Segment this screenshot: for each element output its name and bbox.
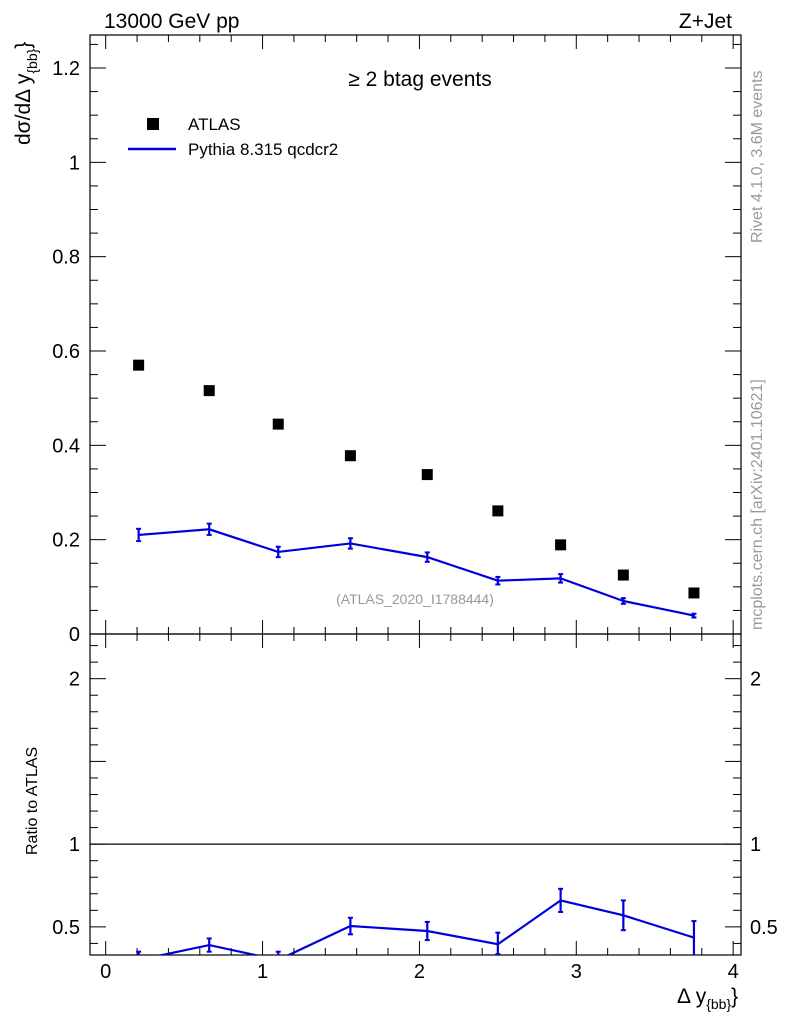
x-tick-label: 4 — [728, 961, 739, 983]
ratio-panel: Ratio to ATLAS Δ y{bb}} — [24, 747, 738, 1012]
main-y-tick-label: 0.2 — [52, 530, 80, 552]
legend-atlas-label: ATLAS — [188, 115, 241, 134]
atlas-data-point — [688, 587, 700, 599]
main-y-tick-label: 0.8 — [52, 247, 80, 269]
ratio-series-line — [156, 899, 695, 955]
atlas-data-point — [617, 569, 629, 581]
ratio-y-tick-label-left: 0.5 — [52, 917, 80, 939]
main-y-axis-label: dσ/dΔ y{bb}} — [12, 42, 40, 145]
rivet-version-label: Rivet 4.1.0, 3.6M events — [749, 70, 766, 243]
main-y-tick-label: 0.4 — [52, 435, 80, 457]
main-y-axis-label-text: dσ/dΔ y — [12, 73, 35, 145]
header-energy-label: 13000 GeV pp — [104, 10, 239, 33]
legend-atlas-marker — [147, 118, 159, 130]
ratio-panel-frame — [89, 633, 742, 956]
ratio-y-axis-label: Ratio to ATLAS — [24, 747, 41, 855]
analysis-watermark: (ATLAS_2020_I1788444) — [336, 591, 494, 607]
main-plot-area — [133, 359, 700, 619]
atlas-data-point — [421, 469, 433, 481]
main-y-axis-label-close: } — [12, 42, 35, 49]
x-axis-label-subscript: {bb} — [706, 996, 731, 1012]
x-tick-label: 1 — [257, 961, 268, 983]
atlas-data-point — [344, 450, 356, 462]
x-tick-label: 2 — [414, 961, 425, 983]
atlas-data-point — [492, 505, 504, 517]
main-y-tick-label: 1.2 — [52, 58, 80, 80]
mcplots-reference-label: mcplots.cern.ch [arXiv:2401.10621] — [749, 379, 766, 630]
ratio-y-tick-label-left: 2 — [69, 669, 80, 691]
main-panel: ≥ 2 btag events (ATLAS_2020_I1788444) dσ… — [12, 42, 494, 607]
atlas-data-point — [555, 539, 567, 551]
ratio-y-tick-label-left: 1 — [69, 834, 80, 856]
main-y-tick-label: 0.6 — [52, 341, 80, 363]
ratio-y-tick-label-right: 2 — [750, 669, 761, 691]
x-axis-label-text: Δ y — [677, 985, 707, 1008]
x-axis-label: Δ y{bb}} — [677, 985, 738, 1012]
ratio-y-tick-label-right: 0.5 — [750, 917, 778, 939]
main-y-tick-label: 1 — [69, 152, 80, 174]
x-tick-label: 3 — [571, 961, 582, 983]
ratio-y-tick-label-right: 1 — [750, 834, 761, 856]
atlas-data-point — [133, 359, 145, 371]
main-panel-title: ≥ 2 btag events — [348, 68, 491, 91]
x-tick-label: 0 — [100, 961, 111, 983]
x-axis-label-close: } — [731, 985, 738, 1008]
main-y-axis-label-subscript: {bb} — [24, 48, 40, 73]
legend-pythia-label: Pythia 8.315 qcdcr2 — [188, 140, 338, 159]
header-process-label: Z+Jet — [679, 10, 732, 33]
ratio-plot-area — [136, 887, 697, 955]
atlas-data-point — [272, 418, 284, 430]
main-y-tick-label: 0 — [69, 624, 80, 646]
atlas-data-point — [203, 385, 215, 397]
